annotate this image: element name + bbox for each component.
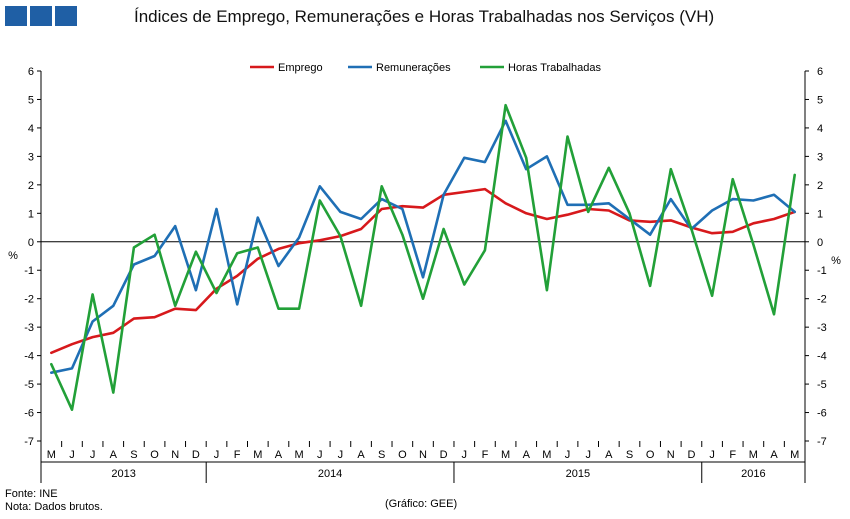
y-tick-label-right: -7 <box>817 436 827 448</box>
x-tick-label: J <box>565 449 571 461</box>
x-tick-label: O <box>150 449 159 461</box>
y-tick-label-right: -3 <box>817 322 827 334</box>
y-tick-label-right: -4 <box>817 351 827 363</box>
y-tick-label-left: 2 <box>28 180 34 192</box>
x-tick-label: A <box>357 449 365 461</box>
y-tick-label-right: 1 <box>817 208 823 220</box>
credit-note: (Gráfico: GEE) <box>385 498 458 510</box>
y-tick-label-left: -5 <box>24 379 34 391</box>
x-tick-label: M <box>790 449 799 461</box>
brand-logo <box>5 6 77 26</box>
x-tick-label: J <box>317 449 323 461</box>
x-tick-label: J <box>585 449 591 461</box>
x-tick-label: A <box>523 449 531 461</box>
y-axis-label-right: % <box>831 255 841 267</box>
year-label: 2013 <box>111 468 135 480</box>
year-label: 2016 <box>741 468 765 480</box>
x-tick-label: S <box>130 449 137 461</box>
x-tick-label: F <box>234 449 241 461</box>
y-tick-label-left: -7 <box>24 436 34 448</box>
y-tick-label-left: -2 <box>24 294 34 306</box>
x-tick-label: J <box>90 449 96 461</box>
y-tick-label-right: -6 <box>817 408 827 420</box>
x-tick-label: F <box>482 449 489 461</box>
source-note: Fonte: INE <box>5 488 58 500</box>
y-tick-label-left: 3 <box>28 151 34 163</box>
y-tick-label-left: -6 <box>24 408 34 420</box>
x-tick-label: J <box>69 449 75 461</box>
chart-title: Índices de Emprego, Remunerações e Horas… <box>134 7 715 26</box>
x-tick-label: A <box>275 449 283 461</box>
y-tick-label-right: 0 <box>817 237 823 249</box>
x-tick-label: J <box>338 449 344 461</box>
x-tick-label: J <box>462 449 468 461</box>
year-label: 2015 <box>566 468 590 480</box>
x-tick-label: A <box>770 449 778 461</box>
y-tick-label-right: 4 <box>817 123 823 135</box>
year-label: 2014 <box>318 468 342 480</box>
legend-label: Horas Trabalhadas <box>508 62 601 74</box>
x-tick-label: O <box>398 449 407 461</box>
x-tick-label: N <box>667 449 675 461</box>
y-tick-label-right: 2 <box>817 180 823 192</box>
series-line-emprego <box>49 187 797 355</box>
series-line-horas-trabalhadas <box>49 103 797 412</box>
y-tick-label-left: 5 <box>28 94 34 106</box>
x-tick-label: S <box>378 449 385 461</box>
y-tick-label-right: 3 <box>817 151 823 163</box>
x-tick-label: F <box>729 449 736 461</box>
y-axis-label-left: % <box>8 250 18 262</box>
y-tick-label-left: 4 <box>28 123 34 135</box>
y-tick-label-right: -5 <box>817 379 827 391</box>
y-tick-label-right: -2 <box>817 294 827 306</box>
y-tick-label-right: 6 <box>817 66 823 78</box>
x-tick-label: D <box>440 449 448 461</box>
logo-block <box>5 6 27 26</box>
y-tick-label-left: 0 <box>28 237 34 249</box>
y-tick-label-left: -1 <box>24 265 34 277</box>
x-tick-label: J <box>214 449 220 461</box>
x-tick-label: N <box>171 449 179 461</box>
data-note: Nota: Dados brutos. <box>5 501 103 513</box>
x-tick-label: D <box>687 449 695 461</box>
series-line-remunerações <box>49 119 797 375</box>
legend-label: Emprego <box>278 62 323 74</box>
x-tick-label: N <box>419 449 427 461</box>
x-tick-label: M <box>749 449 758 461</box>
logo-block <box>55 6 77 26</box>
y-tick-label-left: -3 <box>24 322 34 334</box>
x-tick-label: A <box>110 449 118 461</box>
x-tick-label: M <box>501 449 510 461</box>
y-tick-label-left: 6 <box>28 66 34 78</box>
y-tick-label-right: -1 <box>817 265 827 277</box>
x-tick-label: M <box>47 449 56 461</box>
x-tick-label: O <box>646 449 655 461</box>
logo-block <box>30 6 52 26</box>
x-tick-label: A <box>605 449 613 461</box>
x-tick-label: M <box>253 449 262 461</box>
y-tick-label-left: -4 <box>24 351 34 363</box>
legend-label: Remunerações <box>376 62 451 74</box>
x-tick-label: M <box>295 449 304 461</box>
x-tick-label: S <box>626 449 633 461</box>
y-tick-label-right: 5 <box>817 94 823 106</box>
x-tick-label: J <box>709 449 715 461</box>
x-tick-label: D <box>192 449 200 461</box>
x-tick-label: M <box>542 449 551 461</box>
y-tick-label-left: 1 <box>28 208 34 220</box>
